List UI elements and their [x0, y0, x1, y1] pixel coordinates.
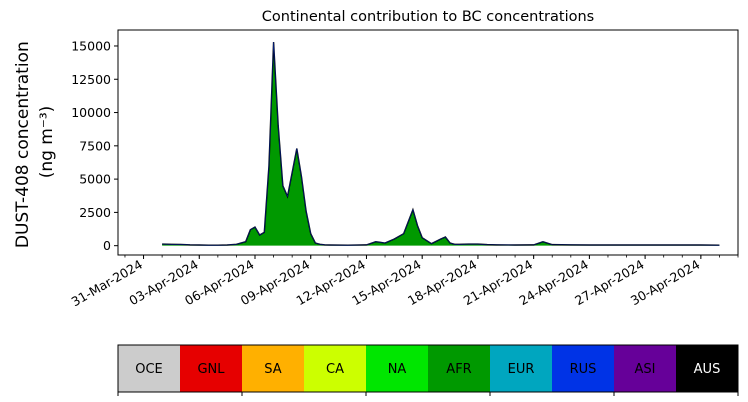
y-axis-label: DUST-408 concentration (ng m⁻³) — [13, 36, 57, 248]
legend-swatch-gnl — [180, 345, 242, 392]
legend-swatch-oce — [118, 345, 180, 392]
legend-label-rus: RUS — [570, 362, 597, 377]
plot-frame — [117, 29, 739, 256]
legend-label-aus: AUS — [694, 362, 721, 377]
legend-label-ca: CA — [326, 362, 344, 377]
legend-swatch-rus — [552, 345, 614, 392]
legend-swatch-sa — [242, 345, 304, 392]
area-afr — [162, 41, 720, 246]
legend-label-gnl: GNL — [197, 362, 225, 377]
y-tick-label: 15000 — [71, 38, 111, 53]
legend-swatch-asi — [614, 345, 676, 392]
series-line-rus — [162, 41, 720, 246]
legend-label-na: NA — [388, 362, 407, 377]
axes: 025005000750010000125001500031-Mar-20240… — [69, 38, 739, 309]
legend-label-asi: ASI — [635, 362, 656, 377]
legend-label-eur: EUR — [508, 362, 535, 377]
y-tick-label: 7500 — [79, 138, 111, 153]
y-tick-label: 12500 — [71, 72, 111, 87]
y-axis-label-line1: DUST-408 concentration — [13, 41, 33, 248]
plot-area — [162, 41, 720, 246]
chart-title: Continental contribution to BC concentra… — [262, 9, 594, 25]
y-tick-label: 2500 — [79, 205, 111, 220]
y-tick-label: 10000 — [71, 105, 111, 120]
legend-swatch-afr — [428, 345, 490, 392]
legend-label-afr: AFR — [446, 362, 471, 377]
legend-colorbar: OCE GNL SA CA NA AFR EUR RUS ASI AUS — [117, 344, 739, 396]
legend-label-oce: OCE — [135, 362, 163, 377]
legend-swatch-eur — [490, 345, 552, 392]
total-line — [162, 41, 720, 246]
legend-frame — [117, 344, 739, 393]
y-axis-label-line2: (ng m⁻³) — [37, 106, 57, 179]
y-tick-label: 0 — [103, 238, 111, 253]
legend-label-sa: SA — [264, 362, 281, 377]
legend-swatch-na — [366, 345, 428, 392]
legend-swatch-ca — [304, 345, 366, 392]
legend-swatch-aus — [676, 345, 738, 392]
y-tick-label: 5000 — [79, 172, 111, 187]
